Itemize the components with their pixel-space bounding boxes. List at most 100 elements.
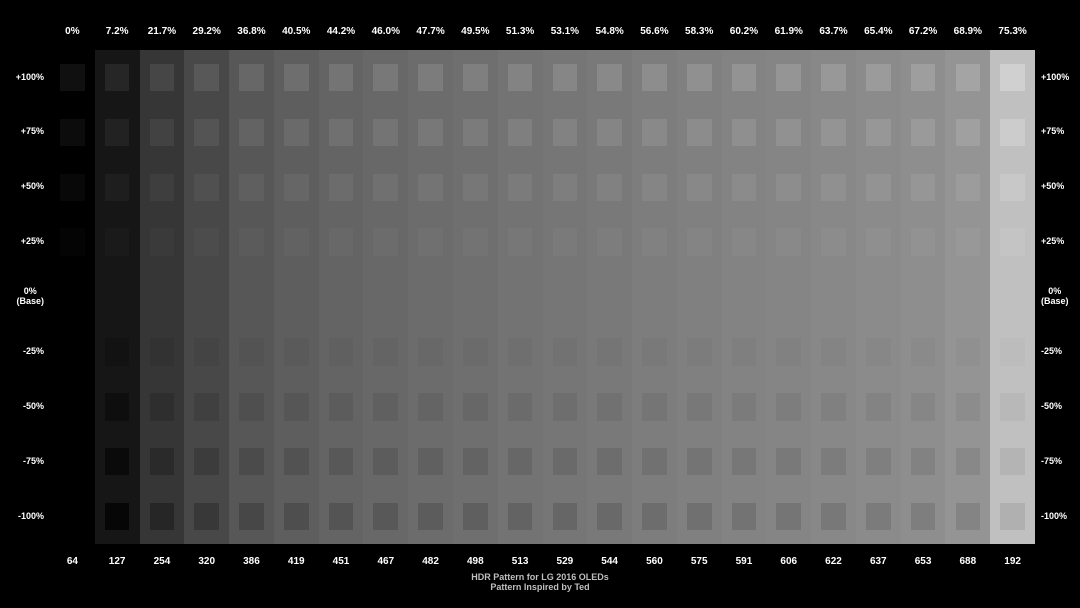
col-pct-label: 36.8% — [229, 26, 274, 37]
col-pct-label: 54.8% — [587, 26, 632, 37]
swatch — [597, 393, 622, 420]
swatch — [329, 338, 354, 365]
grid-column — [587, 50, 632, 544]
grid-cell — [453, 215, 498, 270]
grid-cell — [229, 105, 274, 160]
grid-cell — [140, 434, 185, 489]
grid-cell — [50, 160, 95, 215]
grid-cell — [945, 379, 990, 434]
col-pct-label: 65.4% — [856, 26, 901, 37]
grid-cell — [408, 489, 453, 544]
row-label: +100% — [0, 50, 48, 105]
swatch — [1000, 174, 1025, 201]
grid-cell — [95, 160, 140, 215]
row-label: 0%(Base) — [0, 270, 48, 325]
grid-cell — [274, 379, 319, 434]
grid-cell — [543, 324, 588, 379]
grid-cell — [945, 324, 990, 379]
row-label: +25% — [0, 215, 48, 270]
swatch — [866, 393, 891, 420]
col-pct-label: 63.7% — [811, 26, 856, 37]
grid-cell — [990, 434, 1035, 489]
swatch — [687, 393, 712, 420]
swatch — [732, 64, 757, 91]
col-val-label: 591 — [722, 556, 767, 567]
swatch — [866, 64, 891, 91]
grid-cell — [677, 50, 722, 105]
col-pct-label: 29.2% — [184, 26, 229, 37]
col-pct-label: 53.1% — [543, 26, 588, 37]
caption: HDR Pattern for LG 2016 OLEDs Pattern In… — [0, 572, 1080, 593]
swatch — [911, 338, 936, 365]
grid-cell — [856, 379, 901, 434]
grid-cell — [95, 215, 140, 270]
swatch — [732, 393, 757, 420]
grid-cell — [50, 270, 95, 325]
swatch — [418, 448, 443, 475]
col-pct-label: 7.2% — [95, 26, 140, 37]
swatch — [1000, 228, 1025, 255]
col-pct-label: 40.5% — [274, 26, 319, 37]
grid-column — [901, 50, 946, 544]
swatch — [284, 228, 309, 255]
grid-cell — [408, 324, 453, 379]
swatch — [911, 393, 936, 420]
swatch — [284, 448, 309, 475]
grid-cell — [498, 215, 543, 270]
grid-cell — [229, 215, 274, 270]
grid-cell — [766, 434, 811, 489]
grid-cell — [901, 50, 946, 105]
grid-cell — [140, 105, 185, 160]
grid-cell — [498, 160, 543, 215]
grid-cell — [498, 50, 543, 105]
grid-cell — [453, 379, 498, 434]
swatch — [956, 119, 981, 146]
caption-line2: Pattern Inspired by Ted — [490, 582, 589, 592]
grid-cell — [408, 434, 453, 489]
col-val-label: 451 — [319, 556, 364, 567]
grid-cell — [722, 379, 767, 434]
grid-cell — [140, 215, 185, 270]
grid-column — [363, 50, 408, 544]
swatch — [373, 228, 398, 255]
grid-cell — [319, 434, 364, 489]
grid-cell — [722, 160, 767, 215]
swatch — [732, 119, 757, 146]
grid-column — [319, 50, 364, 544]
col-val-label: 606 — [766, 556, 811, 567]
swatch — [1000, 448, 1025, 475]
grid-cell — [408, 379, 453, 434]
swatch — [329, 174, 354, 201]
grid-cell — [856, 270, 901, 325]
grid-cell — [766, 105, 811, 160]
col-val-label: 513 — [498, 556, 543, 567]
swatch — [821, 338, 846, 365]
grid-cell — [901, 489, 946, 544]
grid-cell — [587, 160, 632, 215]
swatch — [239, 393, 264, 420]
swatch — [463, 393, 488, 420]
grid-cell — [632, 324, 677, 379]
swatch — [463, 64, 488, 91]
grid-cell — [990, 160, 1035, 215]
grid-cell — [856, 489, 901, 544]
grid-cell — [363, 379, 408, 434]
row-label: -25% — [0, 324, 48, 379]
swatch — [732, 228, 757, 255]
swatch — [776, 393, 801, 420]
grid-column — [990, 50, 1035, 544]
grid-cell — [811, 215, 856, 270]
grid-cell — [498, 270, 543, 325]
grid-cell — [677, 105, 722, 160]
grid-cell — [543, 160, 588, 215]
grid-cell — [677, 215, 722, 270]
swatch — [821, 228, 846, 255]
swatch — [284, 338, 309, 365]
grid-cell — [274, 489, 319, 544]
grid-cell — [543, 489, 588, 544]
swatch — [866, 174, 891, 201]
swatch — [956, 64, 981, 91]
swatch — [508, 503, 533, 530]
swatch — [418, 64, 443, 91]
swatch — [821, 448, 846, 475]
